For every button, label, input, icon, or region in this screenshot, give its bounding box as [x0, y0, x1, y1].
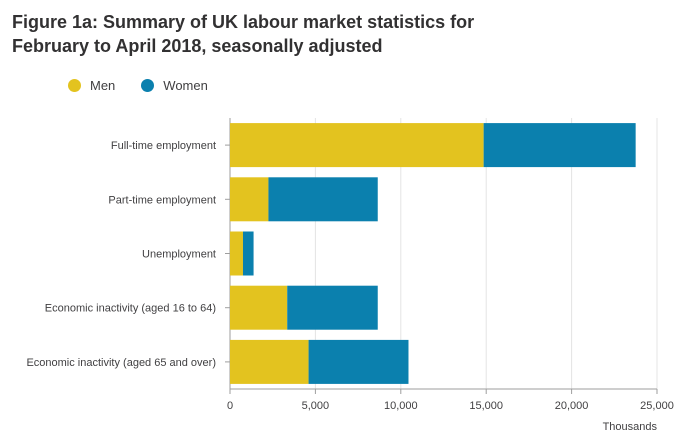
category-label: Full-time employment	[111, 140, 216, 152]
category-label: Economic inactivity (aged 65 and over)	[26, 357, 216, 369]
legend-swatch-men	[68, 79, 81, 92]
x-tick-label: 20,000	[555, 400, 589, 412]
bar-men	[230, 177, 269, 222]
bar-men	[230, 285, 288, 330]
category-label: Economic inactivity (aged 16 to 64)	[45, 303, 216, 315]
legend-item-women[interactable]: Women	[141, 78, 208, 93]
bar-women	[308, 339, 409, 384]
chart-title-line-2: February to April 2018, seasonally adjus…	[12, 36, 383, 56]
bar-men	[230, 231, 243, 276]
x-axis-title: Thousands	[603, 421, 658, 433]
x-tick-label: 25,000	[640, 400, 674, 412]
category-label: Part-time employment	[108, 194, 216, 206]
chart-title: Figure 1a: Summary of UK labour market s…	[12, 10, 572, 58]
bar-women	[483, 123, 636, 168]
bar-women	[287, 285, 378, 330]
chart-legend: Men Women	[68, 78, 234, 93]
chart-title-line-1: Figure 1a: Summary of UK labour market s…	[12, 12, 475, 32]
bar-women	[242, 231, 254, 276]
x-tick-label: 0	[227, 400, 233, 412]
legend-label-women: Women	[163, 78, 208, 93]
x-tick-label: 15,000	[469, 400, 503, 412]
legend-label-men: Men	[90, 78, 116, 93]
x-tick-label: 5,000	[302, 400, 330, 412]
x-tick-label: 10,000	[384, 400, 418, 412]
category-label: Unemployment	[142, 249, 216, 261]
legend-item-men[interactable]: Men	[68, 78, 115, 93]
bar-women	[268, 177, 378, 222]
bar-men	[230, 339, 309, 384]
legend-swatch-women	[141, 79, 155, 92]
bar-men	[230, 123, 484, 168]
